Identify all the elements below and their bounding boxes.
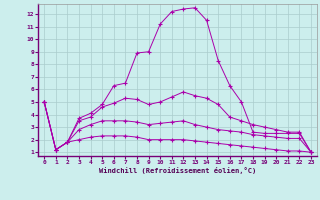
- X-axis label: Windchill (Refroidissement éolien,°C): Windchill (Refroidissement éolien,°C): [99, 167, 256, 174]
